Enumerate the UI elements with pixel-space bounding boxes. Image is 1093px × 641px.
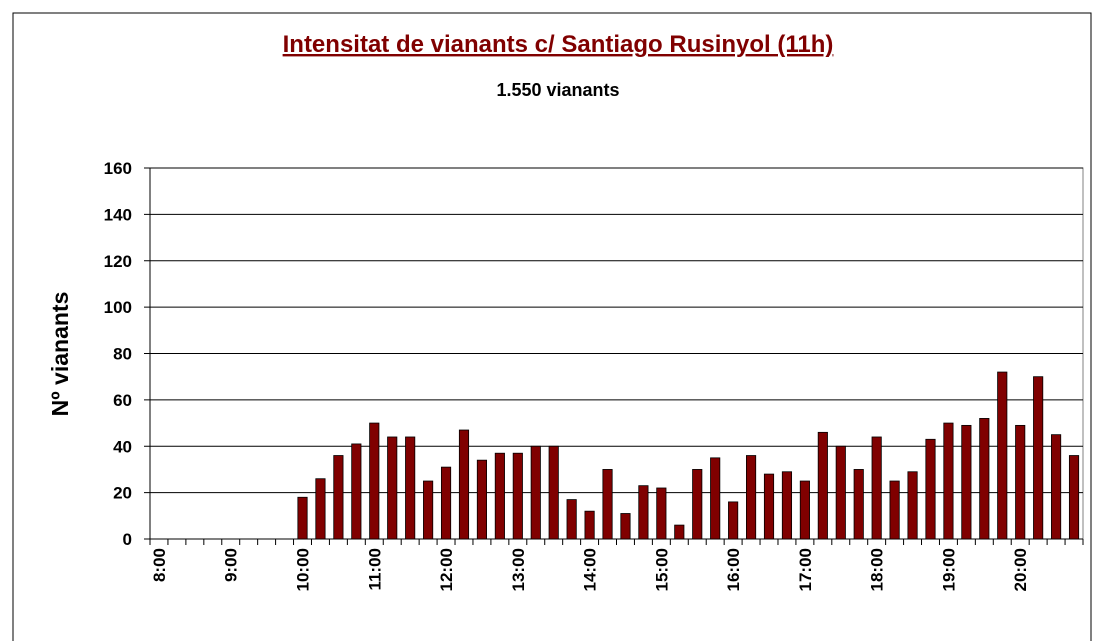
x-tick-label: 13:00 (509, 548, 528, 591)
x-tick-label: 14:00 (581, 548, 600, 591)
bar (656, 487, 667, 540)
bar (889, 480, 900, 540)
bar (961, 424, 972, 540)
bar (512, 452, 523, 540)
bar (584, 510, 595, 540)
x-tick-label: 20:00 (1011, 548, 1030, 591)
x-tick-label: 12:00 (437, 548, 456, 591)
bar (1051, 434, 1062, 540)
x-tick-label: 8:00 (150, 548, 169, 582)
bar (817, 431, 828, 540)
bar (943, 422, 954, 540)
y-tick-label: 80 (113, 345, 132, 364)
bar (692, 469, 703, 540)
bar (1033, 376, 1044, 540)
bar (405, 436, 416, 540)
bar (333, 455, 344, 540)
bar (387, 436, 398, 540)
bar (315, 478, 326, 540)
bar (871, 436, 882, 540)
bar (710, 457, 721, 540)
y-tick-label: 140 (104, 205, 132, 224)
bar (728, 501, 739, 540)
bar (602, 469, 613, 540)
x-tick-label: 16:00 (724, 548, 743, 591)
bar (835, 445, 846, 540)
bar (781, 471, 793, 540)
y-tick-label: 160 (104, 159, 132, 178)
bar (530, 445, 541, 540)
bar (638, 485, 649, 540)
y-tick-label: 100 (104, 298, 132, 317)
y-tick-label: 20 (113, 484, 132, 503)
bar (620, 513, 631, 540)
bar (297, 496, 308, 540)
bar (997, 371, 1008, 540)
y-tick-label: 60 (113, 391, 132, 410)
x-tick-label: 9:00 (222, 548, 241, 582)
bar (674, 524, 685, 540)
bar (979, 418, 990, 540)
y-tick-label: 0 (123, 530, 132, 549)
bar (351, 443, 362, 540)
chart-title: Intensitat de vianants c/ Santiago Rusin… (283, 31, 834, 58)
y-tick-label: 40 (113, 437, 132, 456)
bar (566, 499, 577, 540)
x-tick-label: 18:00 (868, 548, 887, 591)
bar (494, 452, 505, 540)
bar (799, 480, 810, 540)
x-tick-label: 15:00 (652, 548, 671, 591)
chart-subtitle: 1.550 vianants (496, 80, 619, 100)
bar (746, 455, 757, 540)
bar (476, 459, 487, 540)
x-tick-label: 10:00 (294, 548, 313, 591)
bar (548, 445, 559, 540)
bar (1015, 424, 1026, 540)
bar (853, 469, 864, 540)
bar (369, 422, 380, 540)
bar (925, 438, 936, 540)
bar (423, 480, 434, 540)
bar (763, 473, 775, 540)
x-tick-label: 17:00 (796, 548, 815, 591)
y-tick-label: 120 (104, 252, 132, 271)
x-tick-label: 11:00 (365, 548, 384, 591)
x-tick-label: 19:00 (939, 548, 958, 591)
bar (1068, 455, 1080, 540)
chart-frame (12, 12, 1092, 641)
bar (440, 466, 452, 540)
y-axis-label: Nº vianants (47, 292, 73, 417)
bar (458, 429, 470, 540)
bar (907, 471, 918, 540)
